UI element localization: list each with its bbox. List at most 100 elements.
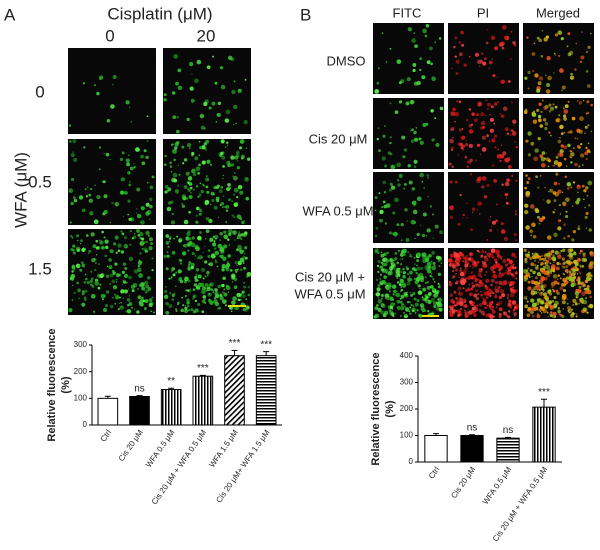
cell (198, 163, 201, 167)
cell (187, 249, 190, 252)
cell (68, 124, 72, 127)
cell (412, 63, 417, 67)
cell (480, 112, 485, 117)
cell (538, 308, 542, 312)
cell (138, 259, 141, 261)
cell (494, 286, 497, 289)
cell (79, 268, 83, 272)
cell (548, 313, 551, 315)
cell (389, 257, 393, 262)
cell (409, 278, 413, 281)
cell (236, 166, 240, 170)
cell (474, 52, 480, 57)
cell (119, 157, 124, 162)
cell (550, 272, 552, 275)
cell (583, 189, 587, 193)
significance-label: *** (260, 339, 272, 350)
cell (394, 251, 398, 255)
cell (459, 297, 464, 302)
cell (537, 291, 540, 294)
cell (588, 303, 594, 309)
cell (142, 241, 146, 245)
cell (511, 266, 515, 270)
cell (411, 309, 415, 313)
cell (165, 286, 167, 288)
cell (527, 286, 532, 291)
cell (384, 164, 388, 168)
cell (572, 304, 575, 306)
cell (396, 277, 399, 279)
bar (532, 406, 556, 463)
cell (548, 292, 552, 296)
cell (98, 168, 101, 171)
cell (557, 152, 562, 157)
cell (483, 264, 488, 268)
cell (448, 280, 452, 284)
cell (376, 278, 378, 281)
cell (400, 222, 404, 227)
cell (138, 283, 143, 288)
cell (209, 262, 214, 267)
cell (233, 193, 236, 196)
cell (122, 297, 124, 299)
cell (483, 262, 486, 264)
cell (488, 256, 491, 259)
cell (560, 282, 565, 287)
cell (524, 304, 529, 309)
cell (527, 177, 531, 181)
cell (125, 281, 128, 284)
significance-label: ns (467, 422, 478, 433)
cell (451, 165, 454, 169)
cell (131, 289, 135, 293)
cell (215, 120, 218, 123)
cell (475, 289, 479, 293)
cell (479, 213, 481, 215)
cell (546, 252, 551, 257)
cell (109, 158, 112, 161)
cell (504, 181, 510, 187)
column-label: 20 (197, 26, 216, 45)
cell (397, 183, 401, 187)
cell (206, 190, 210, 194)
cell (221, 291, 225, 294)
cell (137, 295, 142, 300)
cell (437, 298, 440, 301)
cell (423, 187, 426, 189)
cell (458, 291, 461, 293)
cell (221, 264, 226, 269)
cell (561, 314, 565, 318)
cell (590, 103, 593, 107)
cell (545, 35, 549, 39)
cell (452, 107, 456, 112)
cell (545, 257, 547, 259)
cell (430, 297, 435, 303)
cell (376, 81, 380, 85)
cell (236, 214, 242, 219)
cell (525, 272, 531, 277)
cell (537, 186, 540, 189)
cell (397, 273, 401, 277)
cell (479, 153, 482, 156)
cell (115, 251, 118, 255)
cell (554, 105, 558, 109)
cell (78, 195, 84, 200)
cell (454, 180, 458, 184)
cell (214, 260, 218, 264)
cell (401, 135, 406, 140)
cell (93, 84, 97, 87)
cell (436, 289, 440, 293)
cell (449, 138, 454, 144)
cell (103, 194, 108, 199)
cell (219, 254, 224, 259)
cell (537, 114, 542, 119)
cell (487, 29, 489, 31)
cell (572, 205, 574, 207)
cell (109, 221, 112, 224)
cell (395, 293, 399, 297)
cell (197, 195, 200, 198)
cell (71, 248, 75, 252)
cell (379, 273, 383, 276)
cell (147, 276, 151, 280)
cell (498, 307, 503, 312)
cell (485, 99, 488, 102)
